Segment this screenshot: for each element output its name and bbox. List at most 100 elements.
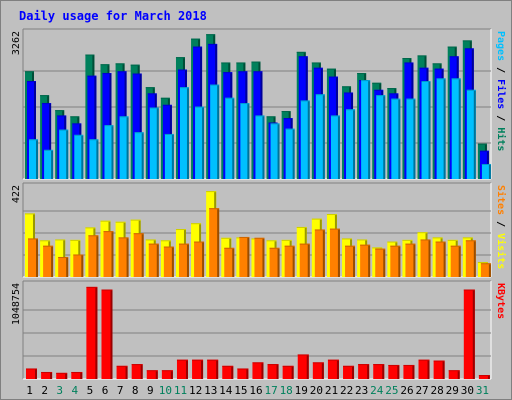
bar-kbytes-11-shade: [185, 360, 188, 379]
bar-visits-6-top: [100, 220, 111, 222]
bar-pages-30-shade: [473, 90, 476, 179]
bar-pages-6: [104, 125, 114, 179]
bar-pages-3: [59, 129, 69, 179]
bar-kbytes-5-top: [86, 286, 98, 288]
bar-visits-23-top: [357, 239, 368, 241]
bar-sites-21: [329, 228, 340, 277]
bar-kbytes-24-top: [373, 364, 385, 366]
ymax-label-kbytes: 1048754: [11, 283, 22, 325]
bar-kbytes-20-shade: [321, 363, 324, 379]
bar-kbytes-29-shade: [457, 371, 460, 379]
bar-files-26-top: [404, 62, 414, 64]
bar-visits-30-top: [462, 237, 473, 239]
bar-files-1-shade: [34, 81, 36, 179]
bar-kbytes-9-shade: [155, 371, 158, 379]
bar-files-10-top: [162, 104, 172, 106]
bar-sites-20-shade: [322, 230, 325, 277]
bar-hits-11-top: [175, 57, 185, 59]
bar-pages-13-top: [210, 84, 220, 86]
bar-sites-17: [269, 247, 280, 277]
legend-separator: /: [495, 215, 506, 233]
bar-hits-29-top: [447, 46, 457, 48]
bar-pages-8-shade: [141, 133, 144, 179]
bar-visits-1-top: [25, 213, 35, 215]
bar-hits-27-top: [417, 55, 427, 57]
bar-files-2: [42, 103, 52, 179]
bar-sites-18: [284, 245, 295, 277]
bar-sites-3: [58, 256, 69, 277]
bar-hits-9-top: [145, 87, 155, 89]
bar-kbytes-13-shade: [216, 360, 219, 379]
bar-sites-28-shade: [443, 242, 446, 277]
bar-sites-21-shade: [337, 229, 340, 277]
bar-sites-18-shade: [292, 246, 295, 277]
bar-sites-12-shade: [202, 242, 205, 277]
bar-hits-7-top: [115, 63, 125, 65]
bar-visits-21-top: [326, 214, 337, 216]
bar-sites-23-shade: [368, 245, 371, 277]
x-tick-label-8: 8: [132, 384, 139, 397]
legend-separator: /: [495, 109, 506, 127]
bar-sites-2-shade: [51, 246, 54, 277]
legend-item-sites: Sites: [495, 185, 507, 215]
bar-hits-21-top: [326, 68, 336, 70]
bar-pages-4-shade: [81, 135, 84, 179]
bar-pages-15-top: [240, 103, 250, 105]
bar-hits-23-top: [357, 73, 367, 75]
bar-pages-27: [421, 80, 431, 179]
bar-pages-13-shade: [217, 85, 220, 179]
bar-pages-23-shade: [368, 81, 371, 179]
bar-files-28-top: [434, 68, 444, 70]
bar-hits-20-top: [311, 62, 321, 64]
bar-visits-2-top: [40, 240, 51, 242]
bar-hits-24-top: [372, 82, 382, 84]
bar-pages-23: [361, 80, 371, 179]
bar-kbytes-5: [86, 286, 98, 379]
bar-sites-14: [224, 247, 235, 277]
bar-pages-31-top: [481, 163, 491, 165]
bar-files-2-shade: [49, 104, 52, 179]
bar-pages-14: [225, 97, 235, 179]
bar-kbytes-20: [312, 362, 324, 379]
bar-pages-24-top: [376, 95, 386, 97]
bar-pages-4: [74, 134, 84, 179]
bar-sites-16-shade: [262, 238, 265, 277]
bar-kbytes-22-shade: [352, 366, 355, 379]
bar-files-15-top: [238, 71, 248, 73]
bar-pages-28-top: [436, 78, 446, 80]
bar-files-24-top: [374, 89, 384, 91]
bar-kbytes-18: [282, 365, 294, 379]
chart-title: Daily usage for March 2018: [19, 9, 207, 23]
legend-kbytes: KBytes: [495, 283, 506, 319]
bar-kbytes-24: [373, 364, 385, 379]
bar-pages-21-top: [330, 115, 340, 117]
bar-kbytes-26: [403, 364, 415, 379]
x-tick-label-9: 9: [147, 384, 154, 397]
bar-sites-16-top: [254, 237, 265, 239]
bar-kbytes-30: [463, 289, 475, 379]
bar-kbytes-8-shade: [140, 365, 143, 379]
bar-sites-2: [43, 245, 54, 277]
bar-pages-10-shade: [171, 134, 174, 179]
bar-pages-26-top: [406, 98, 416, 100]
bar-kbytes-27: [418, 359, 430, 379]
bar-pages-30-top: [466, 89, 476, 91]
bar-pages-3-top: [59, 129, 69, 131]
bar-sites-11: [178, 243, 189, 277]
bar-pages-15: [240, 103, 250, 179]
bar-sites-6-shade: [111, 232, 114, 277]
bar-visits-11-top: [175, 229, 186, 231]
bar-pages-18-shade: [292, 129, 295, 179]
x-tick-label-30: 30: [461, 384, 474, 397]
bar-kbytes-18-shade: [291, 366, 294, 379]
bar-pages-14-top: [225, 97, 235, 99]
bar-kbytes-4-top: [71, 371, 83, 373]
bar-kbytes-3-top: [56, 372, 68, 374]
bar-kbytes-2-top: [41, 371, 53, 373]
bar-sites-7-top: [118, 237, 129, 239]
bar-kbytes-12-top: [192, 359, 204, 361]
bar-kbytes-14-top: [222, 365, 234, 367]
bar-hits-1-top: [25, 71, 34, 73]
bar-sites-12-top: [194, 241, 205, 243]
bar-pages-12: [195, 106, 205, 179]
